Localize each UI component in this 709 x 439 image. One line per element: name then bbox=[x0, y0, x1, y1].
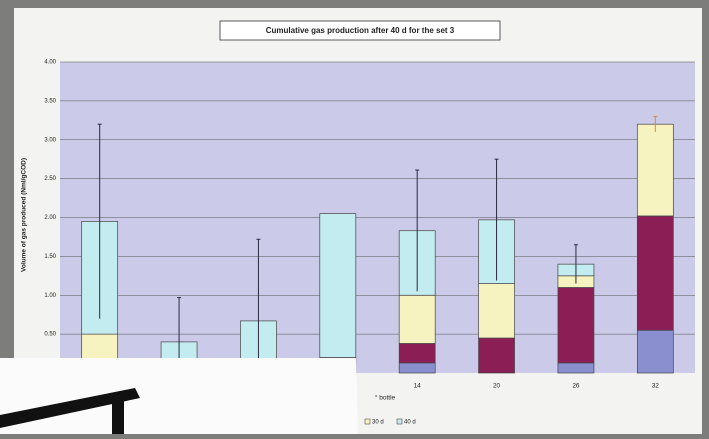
y-tick-label: 0.50 bbox=[44, 332, 56, 338]
y-tick-label: 2.00 bbox=[44, 215, 56, 221]
legend-label: 30 d bbox=[372, 420, 384, 426]
x-tick-label: 32 bbox=[652, 383, 660, 390]
bar-segment bbox=[636, 329, 674, 374]
bar-segment bbox=[557, 287, 595, 364]
chart-title: Cumulative gas production after 40 d for… bbox=[266, 26, 455, 35]
occluding-paper bbox=[0, 358, 358, 434]
y-tick-label: 1.50 bbox=[44, 254, 56, 260]
occluding-post bbox=[112, 393, 124, 434]
y-axis-label: Volume of gas produced (Nml/gCOD) bbox=[21, 158, 28, 272]
legend-swatch bbox=[396, 418, 403, 425]
bar-segment bbox=[398, 343, 436, 364]
bar-segment bbox=[636, 215, 674, 331]
bar-segment bbox=[636, 123, 674, 217]
x-axis-label: ° bottle bbox=[375, 394, 396, 402]
legend-swatch bbox=[364, 418, 371, 425]
title-box bbox=[219, 20, 501, 41]
y-tick-label: 3.00 bbox=[44, 137, 56, 143]
bar-segment bbox=[398, 362, 436, 374]
x-tick-label: 26 bbox=[572, 383, 580, 390]
x-tick-label: 20 bbox=[493, 383, 501, 390]
marks: 0.50 1.00 1.50 2.00 2.50 3.00 3.50 4.00 14 20 26 32 bbox=[44, 60, 695, 403]
y-tick-label: 4.00 bbox=[44, 60, 56, 66]
y-tick-label: 2.50 bbox=[44, 176, 56, 182]
y-tick-label: 3.50 bbox=[44, 98, 56, 104]
legend-label: 40 d bbox=[404, 420, 416, 426]
bar-segment bbox=[398, 294, 436, 344]
bar-segment bbox=[319, 213, 357, 358]
y-tick-label: 1.00 bbox=[44, 293, 56, 299]
bar-segment bbox=[557, 362, 595, 374]
bar-segment bbox=[478, 337, 515, 374]
occluding-beam bbox=[0, 388, 140, 428]
x-tick-label: 14 bbox=[414, 383, 422, 390]
legend: 30 d 40 d bbox=[364, 418, 416, 426]
bar-segment bbox=[478, 283, 515, 339]
